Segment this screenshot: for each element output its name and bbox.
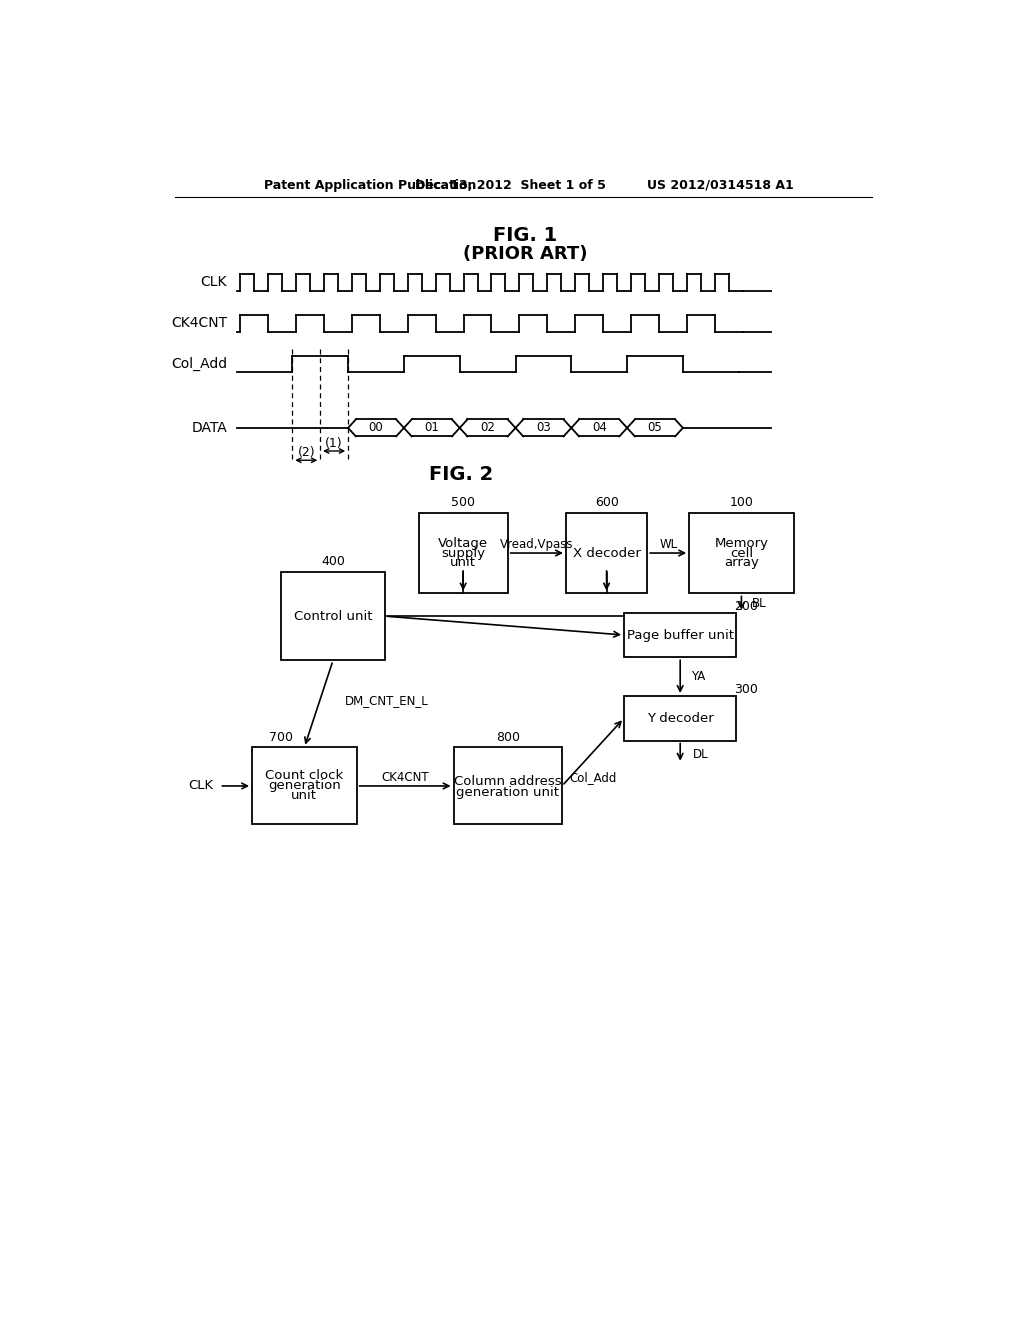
Text: supply: supply <box>441 546 485 560</box>
Text: 05: 05 <box>647 421 663 434</box>
Text: DM_CNT_EN_L: DM_CNT_EN_L <box>345 693 428 706</box>
Text: Dec. 13, 2012  Sheet 1 of 5: Dec. 13, 2012 Sheet 1 of 5 <box>415 178 605 191</box>
Text: WL: WL <box>659 539 677 550</box>
Text: 02: 02 <box>480 421 495 434</box>
Text: generation unit: generation unit <box>457 785 559 799</box>
Text: Patent Application Publication: Patent Application Publication <box>263 178 476 191</box>
Bar <box>624 696 736 741</box>
Text: 500: 500 <box>452 496 475 510</box>
Text: FIG. 2: FIG. 2 <box>429 465 494 483</box>
Text: unit: unit <box>291 789 317 803</box>
Text: 600: 600 <box>595 496 618 510</box>
Text: CLK: CLK <box>188 779 213 792</box>
Text: 03: 03 <box>536 421 551 434</box>
Text: CLK: CLK <box>201 276 227 289</box>
Text: Col_Add: Col_Add <box>171 356 227 371</box>
Text: 300: 300 <box>734 684 758 696</box>
Text: 00: 00 <box>369 421 383 434</box>
Text: 100: 100 <box>729 496 754 510</box>
Text: CK4CNT: CK4CNT <box>171 317 227 330</box>
Text: Voltage: Voltage <box>438 537 488 550</box>
Text: BL: BL <box>753 597 767 610</box>
Text: 04: 04 <box>592 421 606 434</box>
Text: Page buffer unit: Page buffer unit <box>627 628 733 642</box>
Bar <box>252 747 356 825</box>
Text: X decoder: X decoder <box>572 546 640 560</box>
Text: DATA: DATA <box>191 421 227 434</box>
Text: DL: DL <box>692 748 709 760</box>
Text: Vread,Vpass: Vread,Vpass <box>500 539 573 550</box>
Text: CK4CNT: CK4CNT <box>381 771 429 784</box>
Text: unit: unit <box>451 556 476 569</box>
Text: generation: generation <box>268 779 341 792</box>
Text: Control unit: Control unit <box>294 610 373 623</box>
Bar <box>689 512 794 594</box>
Text: array: array <box>724 556 759 569</box>
Text: cell: cell <box>730 546 753 560</box>
Text: (1): (1) <box>326 437 343 450</box>
Bar <box>281 572 385 660</box>
Text: Count clock: Count clock <box>265 770 343 783</box>
Text: 200: 200 <box>734 601 758 612</box>
Text: (PRIOR ART): (PRIOR ART) <box>463 246 587 263</box>
Text: Column address: Column address <box>454 775 561 788</box>
Text: Memory: Memory <box>715 537 768 550</box>
Text: FIG. 1: FIG. 1 <box>493 226 557 246</box>
Text: 400: 400 <box>322 556 345 569</box>
Bar <box>419 512 508 594</box>
Bar <box>624 612 736 657</box>
Text: YA: YA <box>691 671 706 684</box>
Bar <box>566 512 647 594</box>
Text: (2): (2) <box>297 446 315 459</box>
Text: 700: 700 <box>269 731 293 744</box>
Bar <box>454 747 562 825</box>
Text: Col_Add: Col_Add <box>569 771 616 784</box>
Text: US 2012/0314518 A1: US 2012/0314518 A1 <box>647 178 794 191</box>
Text: 800: 800 <box>496 731 520 744</box>
Text: Y decoder: Y decoder <box>647 711 714 725</box>
Text: 01: 01 <box>424 421 439 434</box>
